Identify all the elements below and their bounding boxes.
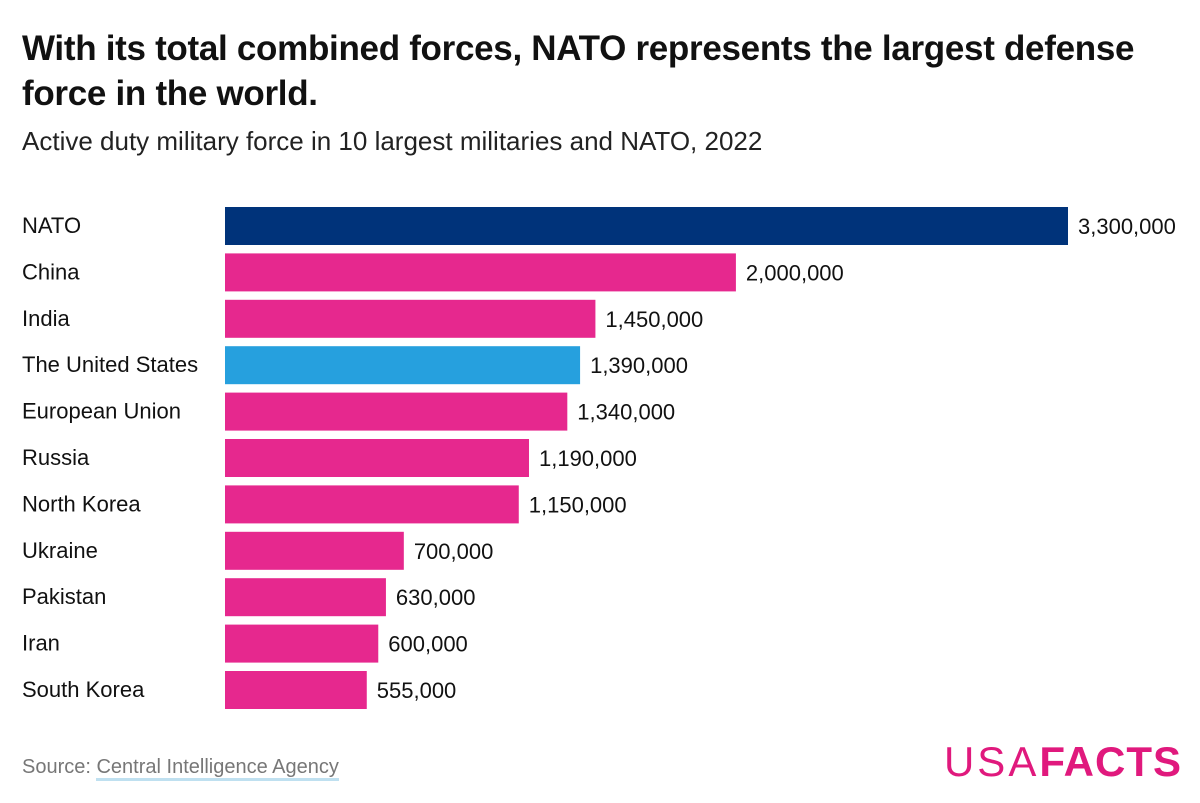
- bar-chart: NATO 3,300,000 China 2,000,000 India 1,450,00…: [22, 207, 1176, 709]
- category-label: China: [22, 259, 80, 284]
- chart-subtitle: Active duty military force in 10 largest…: [22, 126, 763, 156]
- data-label: 1,450,000: [605, 307, 703, 332]
- bar: [225, 346, 581, 385]
- logo-light: USA: [943, 738, 1040, 785]
- logo-bold: FACTS: [1039, 738, 1182, 785]
- data-label: 1,390,000: [590, 353, 688, 378]
- bar: [225, 671, 367, 709]
- category-label: Ukraine: [22, 538, 98, 563]
- category-label: Iran: [22, 631, 60, 656]
- data-label: 1,190,000: [539, 446, 637, 471]
- category-label: South Korea: [22, 677, 145, 702]
- bar: [225, 299, 596, 338]
- usafacts-logo: USAFACTS: [944, 738, 1182, 786]
- bar: [225, 439, 529, 477]
- source-note: Source: Central Intelligence Agency: [22, 756, 339, 781]
- category-label: India: [22, 306, 70, 331]
- data-label: 700,000: [414, 539, 494, 564]
- data-label: 1,150,000: [529, 492, 627, 517]
- data-label: 2,000,000: [746, 260, 844, 285]
- source-prefix: Source:: [22, 756, 97, 778]
- category-label: Pakistan: [22, 584, 106, 609]
- data-label: 3,300,000: [1078, 214, 1176, 239]
- data-label: 1,340,000: [577, 400, 675, 425]
- chart-title: With its total combined forces, NATO rep…: [22, 29, 1135, 113]
- category-label: Russia: [22, 445, 90, 470]
- category-label: The United States: [22, 352, 198, 377]
- bar: [225, 531, 404, 570]
- bar: [225, 578, 386, 617]
- bar: [225, 392, 568, 431]
- source-link[interactable]: Central Intelligence Agency: [96, 756, 339, 781]
- bar: [225, 207, 1068, 245]
- data-label: 555,000: [377, 678, 457, 703]
- bar: [225, 624, 379, 663]
- data-label: 600,000: [388, 632, 468, 657]
- bar: [225, 253, 736, 292]
- category-label: North Korea: [22, 491, 141, 516]
- category-label: European Union: [22, 399, 181, 424]
- data-label: 630,000: [396, 585, 476, 610]
- category-label: NATO: [22, 213, 81, 238]
- bar: [225, 485, 519, 524]
